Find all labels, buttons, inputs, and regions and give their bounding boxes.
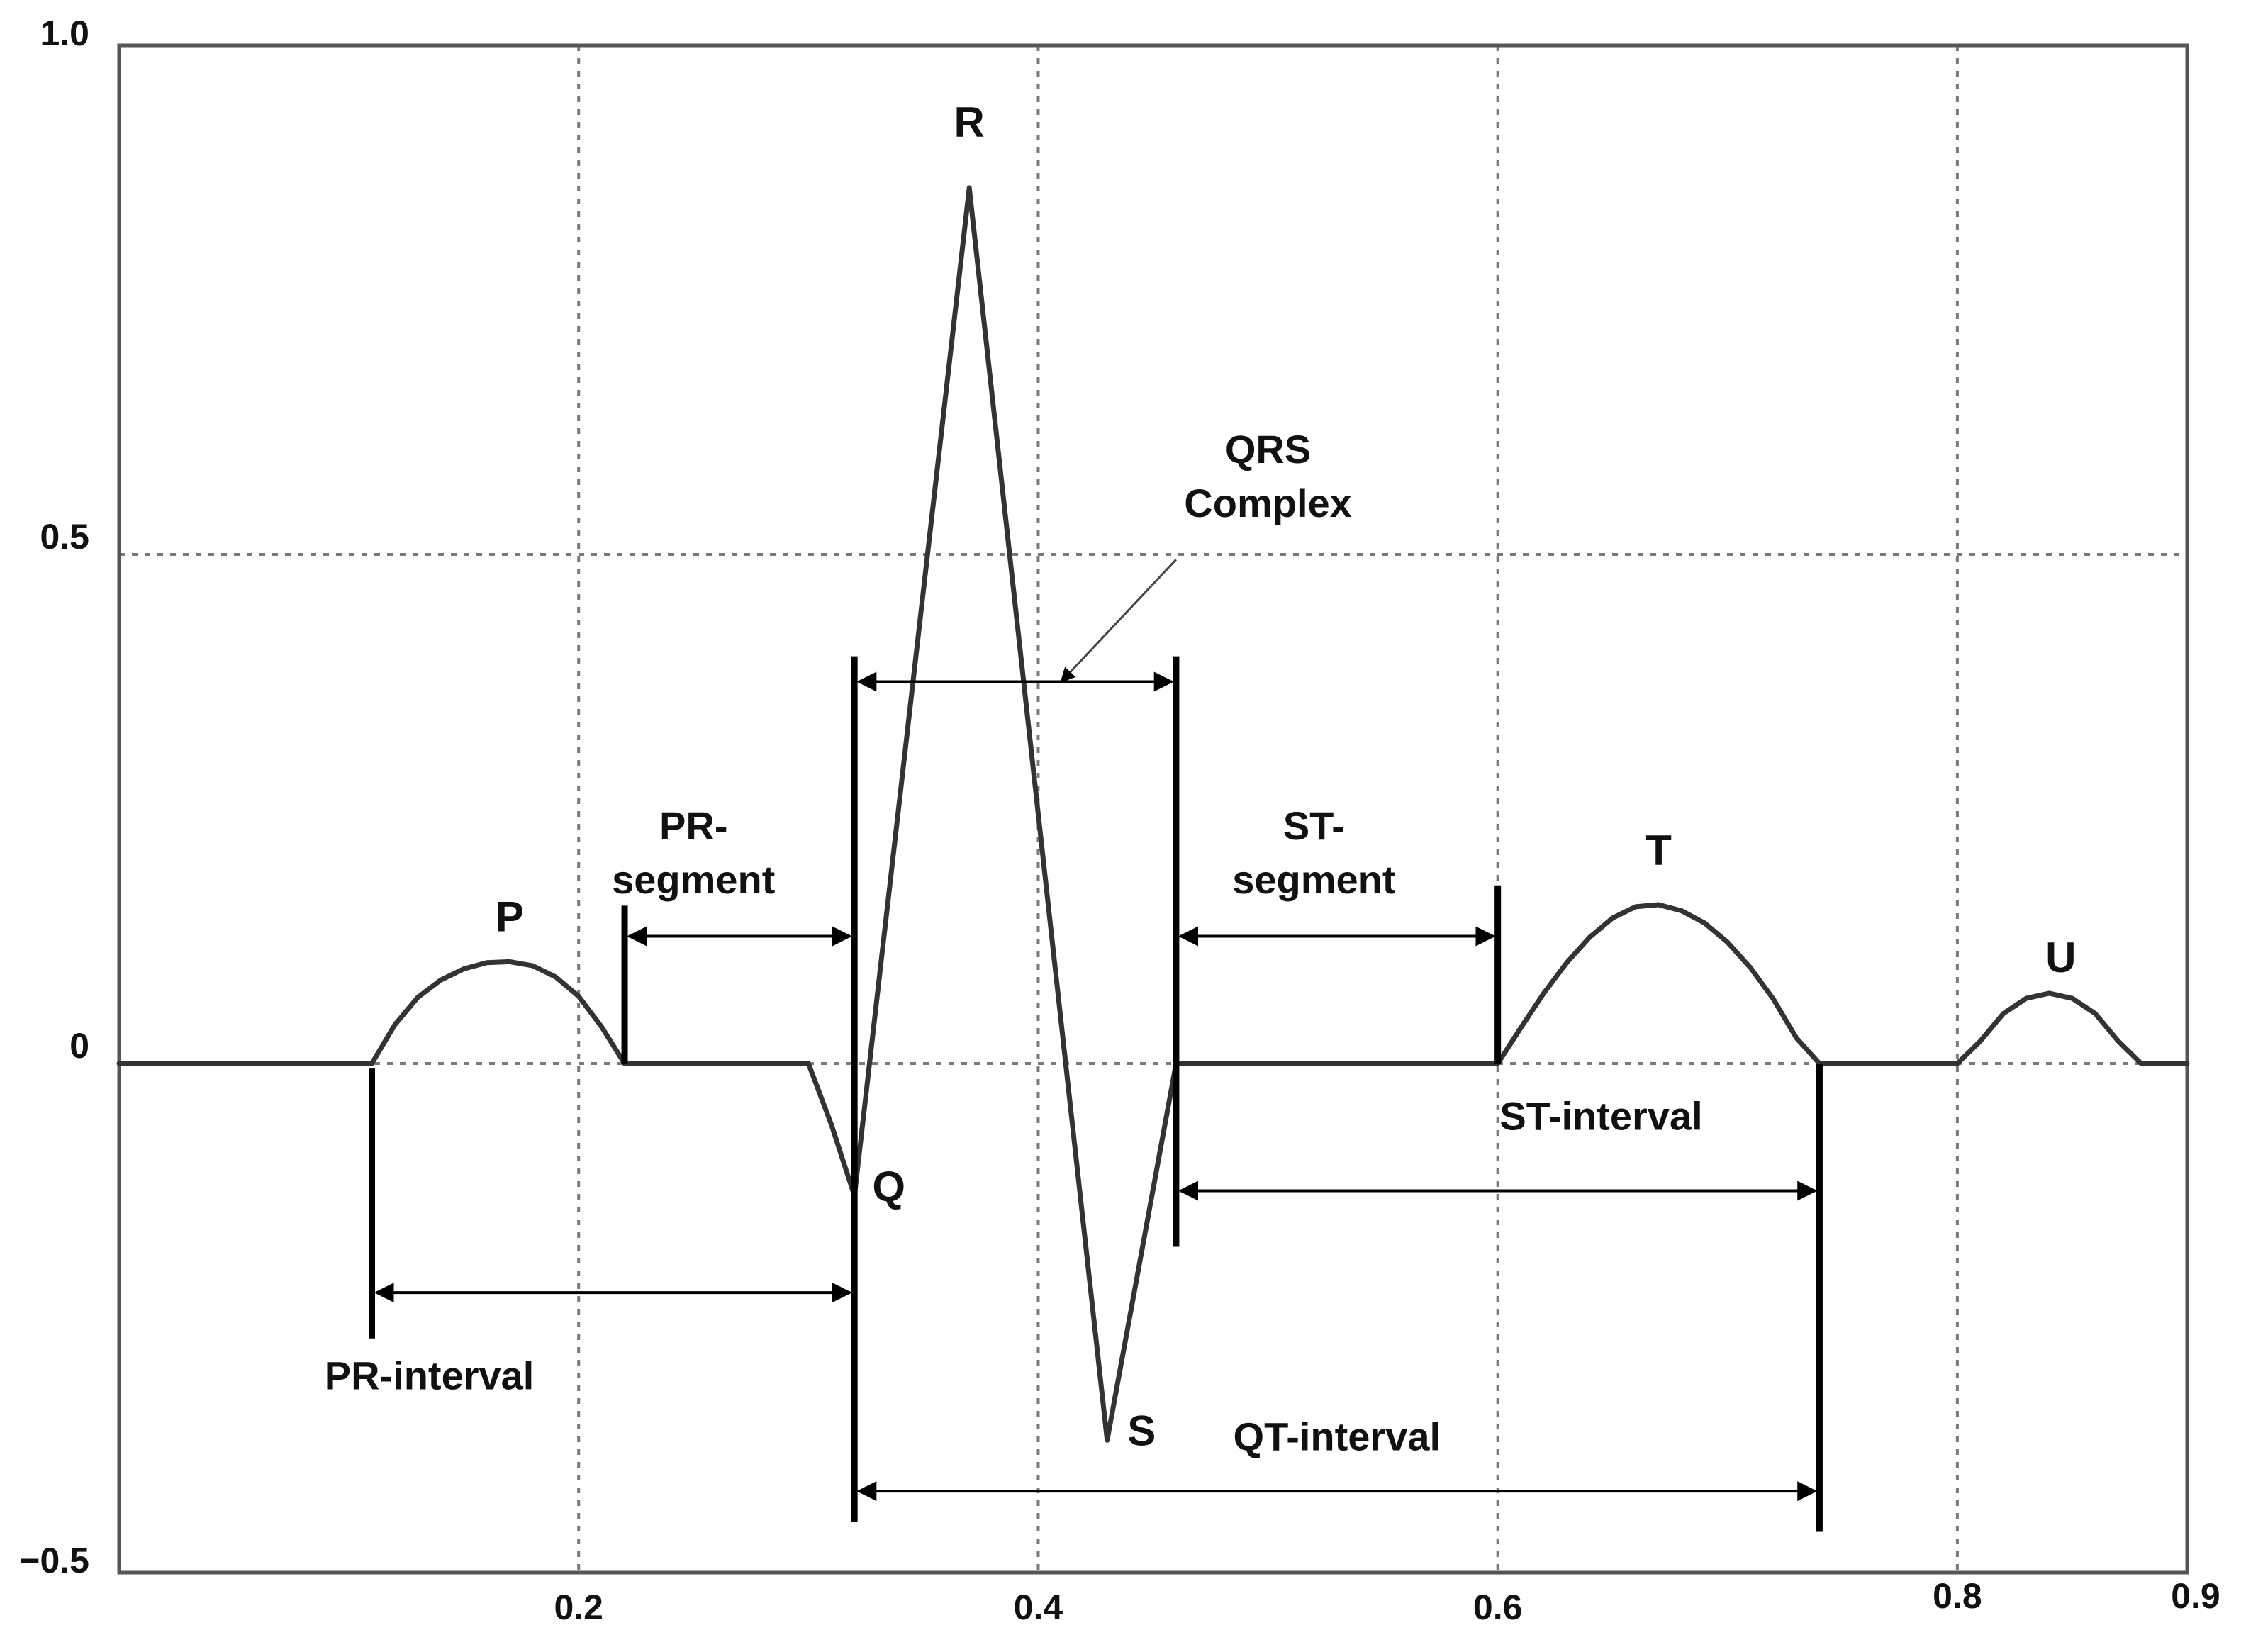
x-tick-label: 0.6 bbox=[1473, 1587, 1523, 1627]
wave-label-u: U bbox=[2045, 934, 2076, 981]
y-tick-label: 0 bbox=[69, 1026, 89, 1066]
qrs-pointer-arrow bbox=[1060, 559, 1178, 683]
annotation-line: QRS bbox=[1225, 427, 1311, 471]
wave-label-t: T bbox=[1645, 827, 1672, 874]
annotation-line: segment bbox=[1232, 857, 1395, 902]
interval-arrows bbox=[374, 559, 1818, 1502]
st-interval-label: ST-interval bbox=[1499, 1093, 1702, 1138]
pr-interval-label: PR-interval bbox=[325, 1354, 535, 1398]
grid-lines bbox=[119, 45, 2187, 1573]
annotation-line: segment bbox=[612, 857, 775, 902]
wave-label-q: Q bbox=[872, 1163, 905, 1210]
annotation-line: ST- bbox=[1283, 803, 1345, 848]
x-tick-label: 0.9 bbox=[2171, 1576, 2220, 1616]
y-tick-label: 1.0 bbox=[40, 13, 89, 53]
annotation-line: QT-interval bbox=[1234, 1414, 1441, 1459]
annotation-line: PR-interval bbox=[325, 1354, 535, 1398]
wave-label-r: R bbox=[954, 99, 985, 146]
wave-label-p: P bbox=[496, 893, 524, 940]
pr-segment-label: PR-segment bbox=[612, 803, 775, 902]
interval-markers bbox=[369, 656, 1823, 1532]
x-tick-label: 0.8 bbox=[1933, 1576, 1982, 1616]
qrs-complex-label: QRS Complex bbox=[1184, 427, 1352, 525]
ecg-waveform bbox=[116, 185, 2190, 1443]
ecg-trace bbox=[116, 185, 2190, 1443]
annotation-line: ST-interval bbox=[1499, 1093, 1702, 1138]
y-tick-label: 0.5 bbox=[40, 517, 89, 557]
axis-ticks: 0.2 0.4 0.6 0.8 0.9 1.0 0.5 0 −0.5 bbox=[19, 13, 2220, 1627]
y-tick-label: −0.5 bbox=[19, 1541, 89, 1580]
x-tick-label: 0.2 bbox=[554, 1587, 603, 1627]
wave-label-s: S bbox=[1127, 1407, 1156, 1455]
annotation-line: Complex bbox=[1184, 481, 1352, 525]
st-segment-label: ST-segment bbox=[1232, 803, 1395, 902]
qt-interval-label: QT-interval bbox=[1234, 1414, 1441, 1459]
plot-frame bbox=[117, 43, 2189, 1575]
annotation-line: PR- bbox=[659, 803, 727, 848]
x-tick-label: 0.4 bbox=[1014, 1587, 1063, 1627]
